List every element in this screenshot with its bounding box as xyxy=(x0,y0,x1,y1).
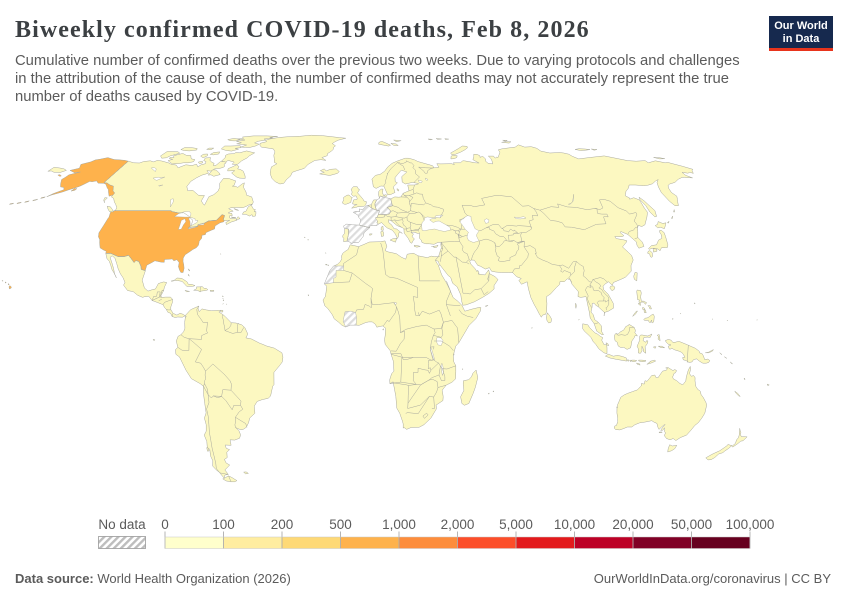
svg-text:1,000: 1,000 xyxy=(382,517,416,532)
svg-text:2,000: 2,000 xyxy=(441,517,475,532)
svg-text:20,000: 20,000 xyxy=(612,517,653,532)
svg-text:100,000: 100,000 xyxy=(726,517,775,532)
svg-text:100: 100 xyxy=(212,517,235,532)
svg-text:50,000: 50,000 xyxy=(671,517,712,532)
svg-text:0: 0 xyxy=(161,517,169,532)
svg-text:10,000: 10,000 xyxy=(554,517,595,532)
svg-text:200: 200 xyxy=(271,517,294,532)
svg-text:No data: No data xyxy=(98,517,146,532)
svg-text:5,000: 5,000 xyxy=(499,517,533,532)
svg-text:500: 500 xyxy=(329,517,352,532)
